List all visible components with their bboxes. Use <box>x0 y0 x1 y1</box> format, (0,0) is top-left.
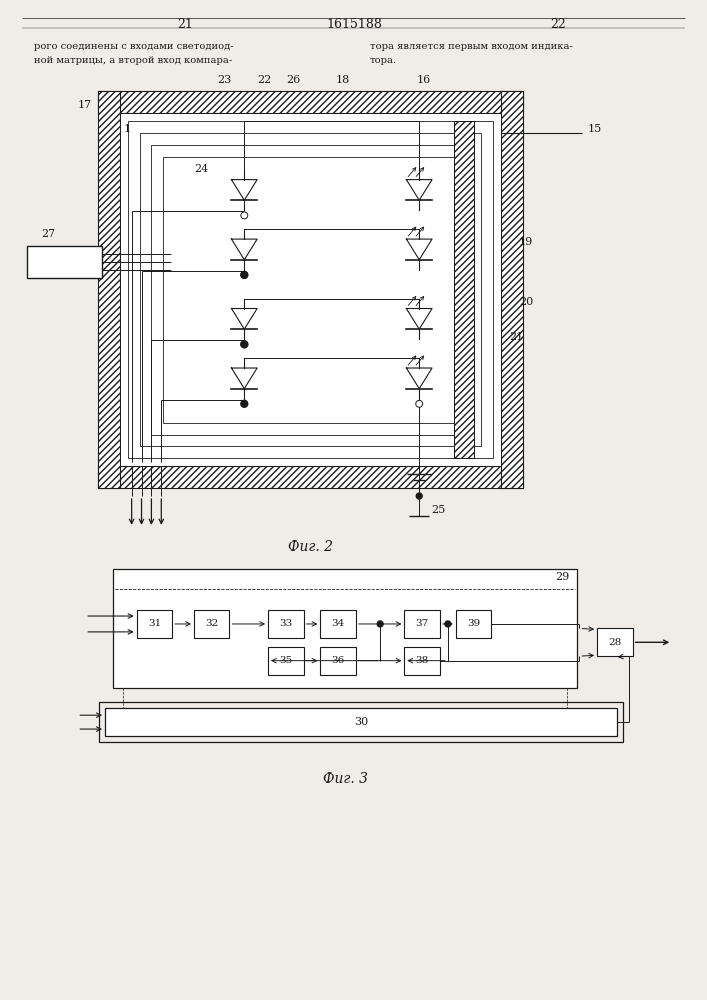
Polygon shape <box>407 239 432 260</box>
Bar <box>128 121 493 458</box>
Text: рого соединены с входами светодиод-: рого соединены с входами светодиод- <box>34 42 233 51</box>
Bar <box>501 91 523 488</box>
Circle shape <box>241 271 247 278</box>
Polygon shape <box>407 309 432 329</box>
Bar <box>320 647 356 675</box>
Circle shape <box>416 493 422 499</box>
Bar <box>98 91 523 113</box>
Text: 34: 34 <box>332 619 345 628</box>
Text: 22: 22 <box>549 17 566 30</box>
Text: 25: 25 <box>431 505 445 515</box>
Bar <box>119 113 501 466</box>
Bar <box>597 628 633 656</box>
Text: 21: 21 <box>177 17 193 30</box>
Text: 26: 26 <box>286 75 301 85</box>
Text: 17: 17 <box>78 100 92 110</box>
Bar <box>99 702 623 742</box>
Bar <box>454 121 474 458</box>
Bar <box>320 610 356 638</box>
Text: 16: 16 <box>417 75 431 85</box>
Text: 33: 33 <box>279 619 293 628</box>
Polygon shape <box>407 180 432 200</box>
Text: 39: 39 <box>467 619 480 628</box>
Circle shape <box>378 621 383 627</box>
Text: 27: 27 <box>42 229 56 239</box>
Bar <box>404 647 440 675</box>
Text: 15: 15 <box>588 124 602 134</box>
Bar <box>98 466 523 488</box>
Bar <box>113 569 578 688</box>
Text: 32: 32 <box>205 619 218 628</box>
Text: 38: 38 <box>416 656 429 665</box>
Text: 18: 18 <box>336 75 350 85</box>
Circle shape <box>241 271 247 278</box>
Circle shape <box>241 212 247 219</box>
Bar <box>139 133 481 446</box>
Polygon shape <box>231 309 257 329</box>
Bar <box>151 145 469 435</box>
Text: ной матрицы, а второй вход компара-: ной матрицы, а второй вход компара- <box>34 56 232 65</box>
Polygon shape <box>407 368 432 389</box>
Text: 30: 30 <box>354 717 368 727</box>
Circle shape <box>416 400 423 407</box>
Polygon shape <box>231 180 257 200</box>
Bar <box>456 610 491 638</box>
Text: Фиг. 3: Фиг. 3 <box>322 772 368 786</box>
Text: 23: 23 <box>218 75 232 85</box>
Bar <box>98 91 119 488</box>
Bar <box>268 647 303 675</box>
Circle shape <box>241 341 247 348</box>
Text: 19: 19 <box>519 237 533 247</box>
Text: 24: 24 <box>194 164 209 174</box>
Circle shape <box>445 621 451 627</box>
Text: 1: 1 <box>124 124 131 134</box>
Bar <box>27 246 102 278</box>
Text: тора.: тора. <box>370 56 397 65</box>
Text: 37: 37 <box>416 619 429 628</box>
Text: 22: 22 <box>257 75 271 85</box>
Text: 31: 31 <box>148 619 161 628</box>
Bar <box>105 708 617 736</box>
Text: тора является первым входом индика-: тора является первым входом индика- <box>370 42 573 51</box>
Text: 21: 21 <box>509 332 523 342</box>
Text: 28: 28 <box>608 638 621 647</box>
Text: 35: 35 <box>279 656 293 665</box>
Text: Фиг. 2: Фиг. 2 <box>288 540 333 554</box>
Bar <box>194 610 230 638</box>
Bar <box>454 121 474 458</box>
Bar <box>268 610 303 638</box>
Bar <box>136 610 173 638</box>
Bar <box>163 157 457 423</box>
Polygon shape <box>231 239 257 260</box>
Circle shape <box>241 400 247 407</box>
Polygon shape <box>231 368 257 389</box>
Text: 29: 29 <box>555 572 569 582</box>
Text: 1615188: 1615188 <box>326 17 382 30</box>
Text: 20: 20 <box>519 297 533 307</box>
Bar <box>404 610 440 638</box>
Text: 36: 36 <box>332 656 345 665</box>
Circle shape <box>241 341 247 348</box>
